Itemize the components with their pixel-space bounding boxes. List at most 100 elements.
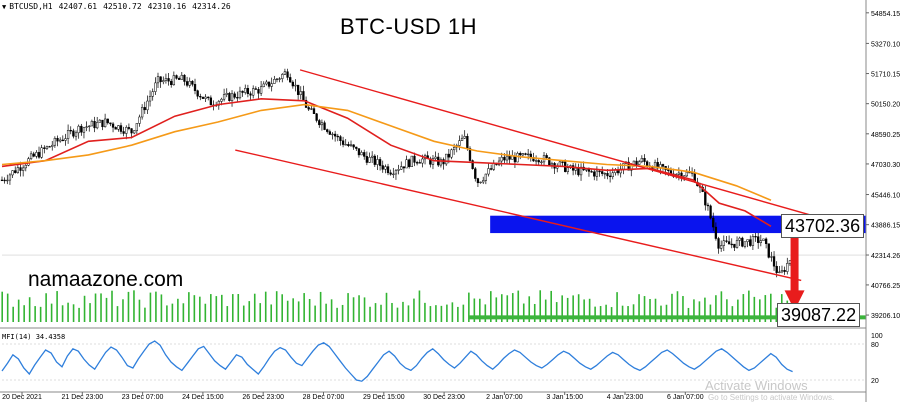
candle-body bbox=[24, 164, 27, 169]
target-price-label: 39087.22 bbox=[777, 303, 861, 327]
candle-body bbox=[371, 155, 374, 158]
candle-body bbox=[458, 140, 461, 146]
candle-body bbox=[479, 181, 482, 184]
volume-bar bbox=[539, 290, 542, 322]
volume-bar bbox=[171, 303, 174, 322]
candle-body bbox=[598, 170, 601, 173]
volume-bar bbox=[89, 303, 91, 322]
annotation-zones bbox=[468, 215, 866, 320]
down-arrow bbox=[784, 232, 805, 311]
candle-body bbox=[482, 180, 485, 183]
candle-body bbox=[310, 108, 313, 110]
candle-body bbox=[69, 129, 72, 132]
volume-bar bbox=[237, 294, 240, 322]
candle-body bbox=[257, 89, 260, 94]
candle-body bbox=[722, 240, 725, 246]
volume-bar bbox=[138, 299, 141, 322]
candle-body bbox=[447, 153, 450, 158]
candle-body bbox=[505, 155, 509, 161]
volume-bar bbox=[665, 304, 668, 322]
volume-bar bbox=[1, 291, 3, 322]
volume-bar bbox=[566, 297, 569, 322]
x-tick-label: 21 Dec 23:00 bbox=[61, 394, 103, 401]
candle-body bbox=[43, 147, 46, 149]
candle-body bbox=[704, 191, 707, 206]
volume-bar bbox=[204, 303, 207, 322]
candle-body bbox=[37, 152, 41, 158]
candle-body bbox=[746, 239, 749, 242]
volume-bar bbox=[56, 291, 58, 322]
candle-body bbox=[574, 167, 577, 171]
candle-body bbox=[64, 138, 67, 141]
volume-bar bbox=[325, 303, 327, 322]
volume-bar bbox=[484, 304, 487, 322]
candle-body bbox=[183, 74, 186, 82]
volume-bar bbox=[753, 296, 756, 322]
candle-body bbox=[601, 171, 604, 174]
candle-body bbox=[540, 161, 543, 163]
candle-body bbox=[749, 239, 752, 246]
volume-bar bbox=[759, 299, 761, 322]
volume-bar bbox=[737, 299, 739, 322]
candle-body bbox=[550, 163, 554, 166]
candle-body bbox=[278, 78, 281, 80]
collapse-triangle-icon[interactable]: ▼ bbox=[2, 3, 7, 11]
volume-bar bbox=[78, 307, 80, 322]
volume-bar bbox=[451, 302, 454, 322]
volume-bar bbox=[347, 293, 349, 322]
candle-body bbox=[735, 240, 739, 248]
candle-body bbox=[289, 77, 292, 83]
volume-bar bbox=[643, 296, 646, 322]
volume-bar bbox=[111, 290, 113, 322]
candle-body bbox=[156, 76, 160, 84]
volume-bar bbox=[67, 302, 69, 322]
y-tick-label: 47030.30 bbox=[871, 162, 900, 169]
candle-body bbox=[764, 238, 768, 244]
candle-body bbox=[712, 217, 715, 228]
volume-bar bbox=[39, 306, 42, 322]
volume-bar bbox=[594, 306, 596, 322]
volume-bar bbox=[473, 298, 476, 322]
volume-bar bbox=[517, 290, 520, 322]
volume-bar bbox=[693, 299, 695, 322]
candle-body bbox=[101, 119, 104, 128]
candle-body bbox=[786, 263, 789, 272]
candle-body bbox=[127, 127, 131, 129]
candle-body bbox=[402, 166, 406, 169]
volume-bar bbox=[544, 299, 547, 322]
channel-upper-line bbox=[299, 69, 841, 225]
volume-bar bbox=[314, 305, 316, 322]
volume-bar bbox=[281, 294, 283, 322]
candle-body bbox=[450, 149, 453, 158]
activate-windows-text: Activate Windows bbox=[705, 378, 808, 393]
candle-body bbox=[561, 161, 564, 163]
candle-body bbox=[770, 256, 773, 258]
candle-body bbox=[378, 159, 382, 166]
x-tick-label: 23 Dec 07:00 bbox=[122, 394, 164, 401]
candle-body bbox=[638, 161, 641, 165]
candle-body bbox=[140, 107, 144, 118]
candle-body bbox=[125, 127, 128, 134]
volume-bar bbox=[215, 296, 218, 322]
candle-body bbox=[381, 165, 384, 170]
volume-bar bbox=[144, 307, 146, 322]
candle-body bbox=[780, 269, 784, 273]
header-close: 42314.26 bbox=[192, 2, 231, 11]
candle-body bbox=[302, 91, 305, 101]
x-tick-label: 6 Jan 07:00 bbox=[667, 394, 704, 401]
volume-bar bbox=[764, 295, 767, 322]
candle-body bbox=[463, 136, 466, 139]
candle-body bbox=[122, 131, 125, 134]
volume-bar bbox=[511, 293, 514, 322]
candle-body bbox=[474, 168, 477, 179]
candle-body bbox=[384, 166, 387, 170]
candle-body bbox=[82, 127, 86, 133]
mfi-indicator: 80 20 100 bbox=[1, 333, 883, 385]
candle-body bbox=[363, 152, 366, 157]
candle-body bbox=[88, 125, 91, 128]
volume-bar bbox=[418, 290, 421, 322]
candle-body bbox=[445, 153, 448, 165]
y-tick-label: 51710.15 bbox=[871, 72, 900, 79]
volume-bar bbox=[6, 293, 9, 322]
